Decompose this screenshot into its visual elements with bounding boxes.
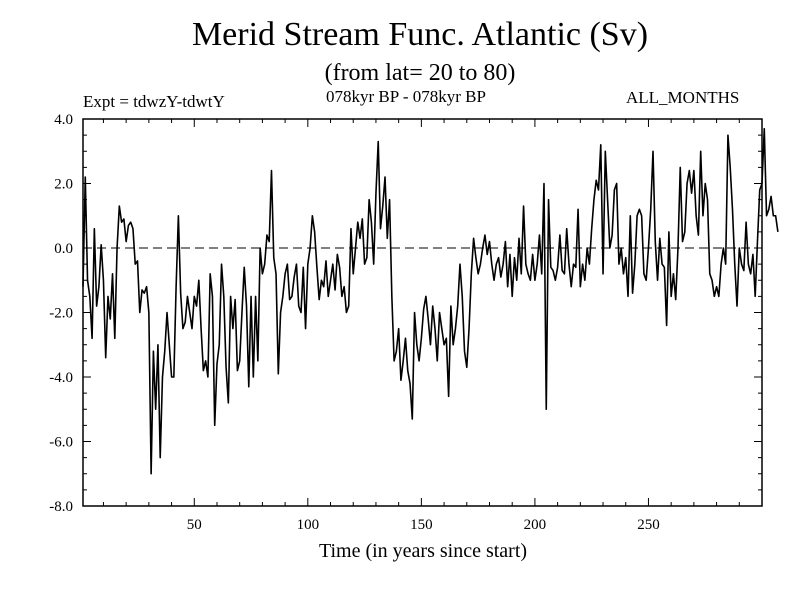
y-tick-label: -8.0: [49, 499, 73, 515]
y-tick-label: -6.0: [49, 435, 73, 451]
experiment-label: Expt = tdwzY-tdwtY: [83, 92, 225, 111]
y-tick-label: 0.0: [54, 241, 73, 257]
x-tick-label: 200: [524, 517, 547, 533]
y-tick-label: -4.0: [49, 370, 73, 386]
y-tick-label: 2.0: [54, 177, 73, 193]
x-tick-label: 250: [637, 517, 660, 533]
x-tick-label: 50: [187, 517, 202, 533]
y-tick-label: -2.0: [49, 306, 73, 322]
x-axis-label: Time (in years since start): [318, 540, 528, 562]
months-label: ALL_MONTHS: [626, 88, 740, 107]
series-line: [82, 127, 779, 475]
series-layer: [82, 127, 779, 475]
x-tick-label: 150: [410, 517, 433, 533]
x-tick-label: 100: [297, 517, 320, 533]
axes-layer: -8.0 -6.0 -4.0 -2.0 0.0 2.0 4.0 50 100 150 200 250: [49, 112, 762, 533]
chart-title: Merid Stream Func. Atlantic (Sv): [191, 16, 649, 53]
period-label: 078kyr BP - 078kyr BP: [326, 87, 486, 106]
chart-subtitle: (from lat= 20 to 80): [324, 60, 516, 86]
plot-frame: [82, 118, 763, 507]
y-tick-label: 4.0: [54, 112, 73, 128]
